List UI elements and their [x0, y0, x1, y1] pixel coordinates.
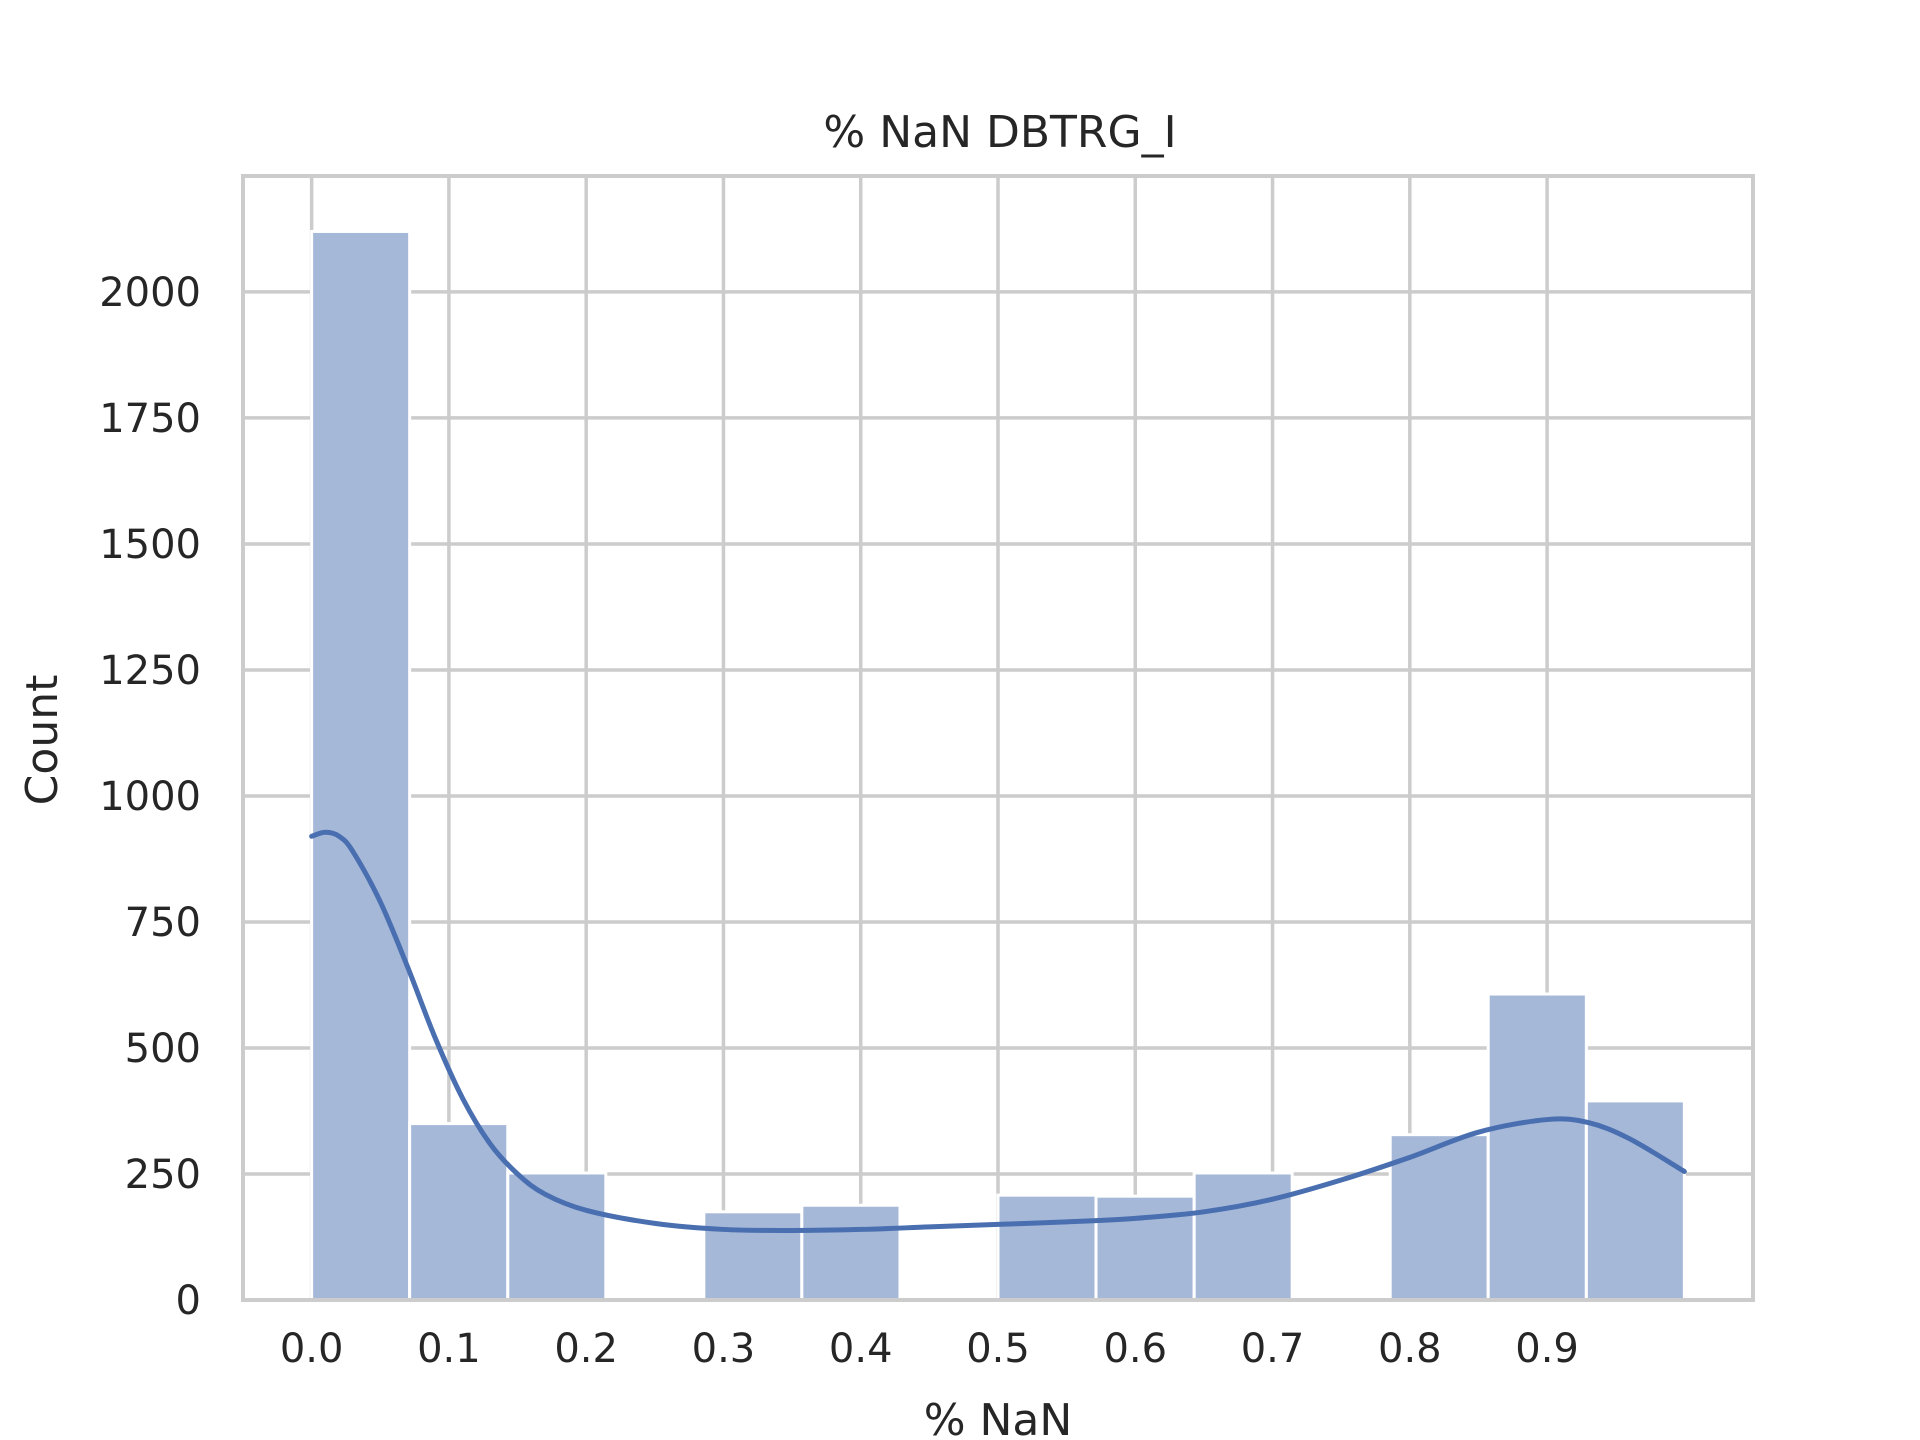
x-tick-labels: 0.0 0.1 0.2 0.3 0.4 0.5 0.6 0.7 0.8 0.9 [280, 1326, 1579, 1372]
histogram-bars [310, 229, 1686, 1302]
histogram-bar-5 [800, 1203, 902, 1302]
histogram-bar-4 [702, 1210, 804, 1302]
x-tick-label-1: 0.1 [417, 1326, 481, 1372]
histogram-bar-8 [1094, 1194, 1196, 1302]
x-tick-label-3: 0.3 [692, 1326, 756, 1372]
x-axis-label: % NaN [924, 1395, 1073, 1440]
y-tick-label-7: 1750 [99, 396, 201, 442]
x-tick-label-2: 0.2 [554, 1326, 618, 1372]
y-axis-label: Count [17, 675, 68, 806]
histogram-bar-7 [996, 1193, 1098, 1302]
x-tick-label-7: 0.7 [1241, 1326, 1305, 1372]
x-tick-label-5: 0.5 [966, 1326, 1030, 1372]
x-tick-label-8: 0.8 [1378, 1326, 1442, 1372]
histogram-bar-9 [1192, 1171, 1294, 1302]
y-tick-label-6: 1500 [99, 522, 201, 568]
plot-frame [241, 174, 1755, 1302]
kde-curve [309, 829, 1687, 1233]
x-tick-label-0: 0.0 [280, 1326, 344, 1372]
kde-curve-group [309, 829, 1687, 1233]
histogram-bar-2 [506, 1171, 608, 1302]
y-tick-labels: 0 250 500 750 1000 1250 1500 1750 2000 [99, 270, 201, 1324]
y-tick-label-0: 0 [176, 1278, 201, 1324]
histogram-bar-1 [408, 1122, 510, 1302]
histogram-bar-11 [1388, 1133, 1490, 1302]
histogram-bar-13 [1584, 1099, 1686, 1302]
x-tick-label-6: 0.6 [1103, 1326, 1167, 1372]
chart-title: % NaN DBTRG_I [823, 107, 1176, 158]
x-tick-label-4: 0.4 [829, 1326, 893, 1372]
y-tick-label-8: 2000 [99, 270, 201, 316]
x-tick-label-9: 0.9 [1515, 1326, 1579, 1372]
histogram-bar-0 [310, 229, 412, 1302]
y-tick-label-2: 500 [125, 1026, 201, 1072]
histogram-bar-12 [1486, 992, 1588, 1302]
y-tick-label-1: 250 [125, 1152, 201, 1198]
y-tick-label-4: 1000 [99, 774, 201, 820]
y-tick-label-3: 750 [125, 900, 201, 946]
y-tick-label-5: 1250 [99, 648, 201, 694]
